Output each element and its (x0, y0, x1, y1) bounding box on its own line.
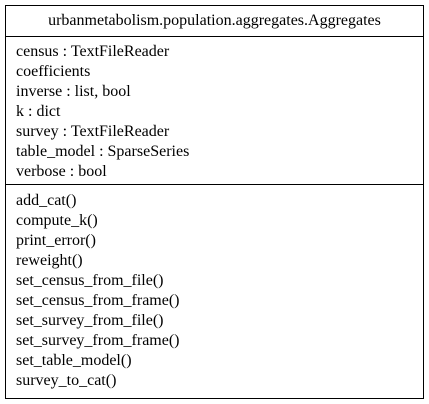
method-item: set_table_model() (16, 352, 132, 369)
attribute-item: census : TextFileReader (16, 43, 170, 60)
attribute-item: verbose : bool (16, 163, 107, 180)
method-item: survey_to_cat() (16, 372, 117, 389)
method-item: set_census_from_frame() (16, 292, 180, 309)
method-item: set_survey_from_frame() (16, 332, 180, 349)
attribute-item: survey : TextFileReader (16, 123, 170, 140)
attribute-item: inverse : list, bool (16, 83, 131, 100)
class-name-section: urbanmetabolism.population.aggregates.Ag… (6, 6, 423, 37)
method-item: set_census_from_file() (16, 272, 164, 289)
method-item: compute_k() (16, 212, 98, 229)
method-item: set_survey_from_file() (16, 312, 164, 329)
method-item: add_cat() (16, 192, 77, 209)
methods-section: add_cat() compute_k() print_error() rewe… (6, 185, 423, 398)
attribute-item: coefficients (16, 63, 91, 80)
attribute-item: k : dict (16, 103, 61, 120)
uml-class-box: urbanmetabolism.population.aggregates.Ag… (5, 5, 424, 399)
attributes-section: census : TextFileReader coefficients inv… (6, 37, 423, 185)
attribute-item: table_model : SparseSeries (16, 143, 190, 160)
class-name: urbanmetabolism.population.aggregates.Ag… (48, 12, 381, 29)
method-item: print_error() (16, 232, 96, 249)
method-item: reweight() (16, 252, 83, 269)
